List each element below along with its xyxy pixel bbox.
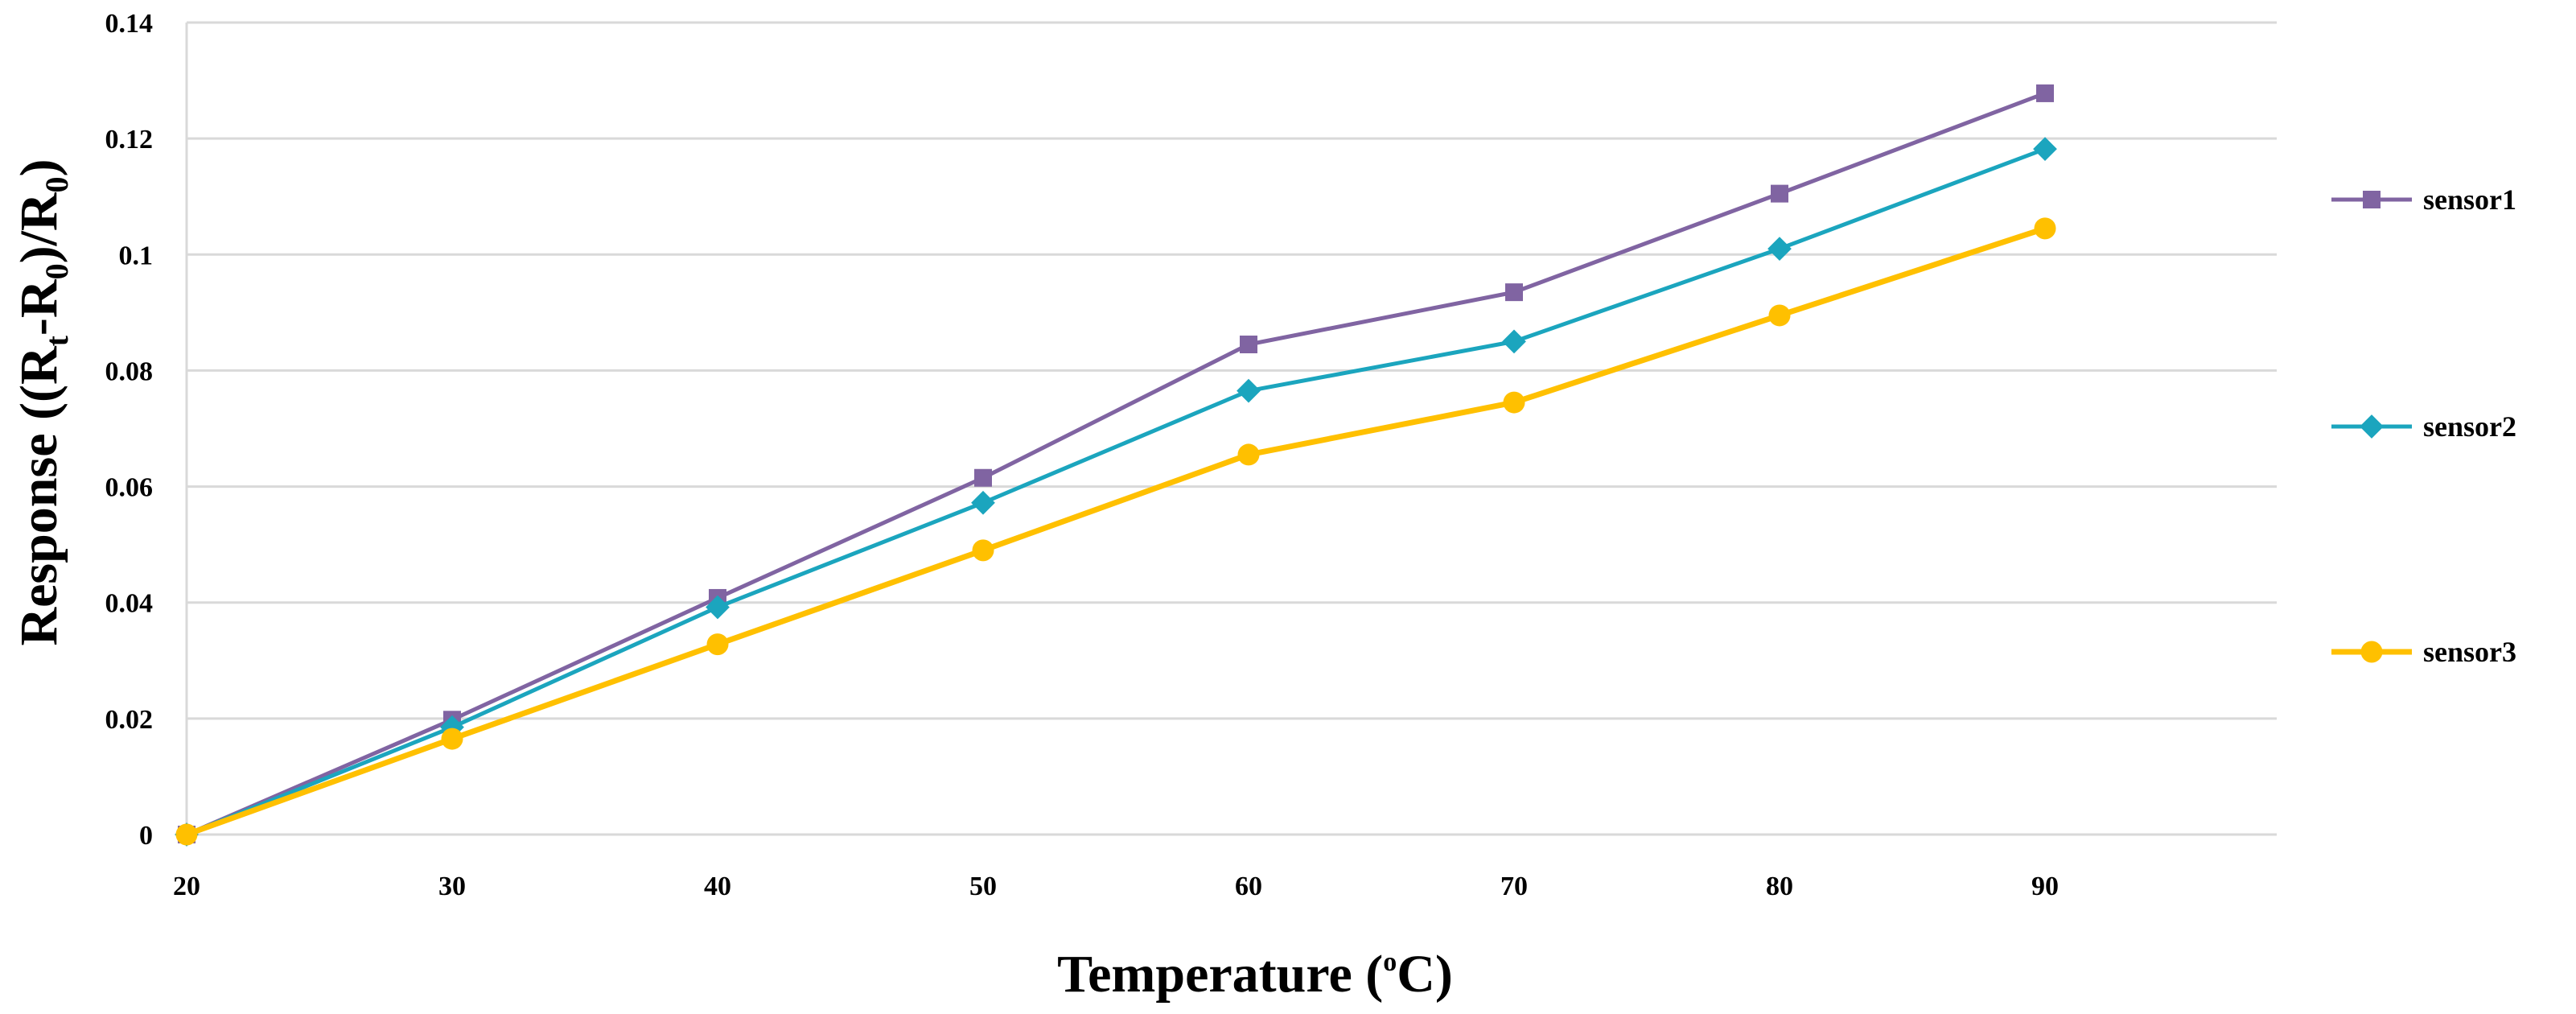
- x-tick-label: 30: [438, 872, 466, 901]
- sensor1-point: [974, 468, 992, 487]
- sensor2-point: [1502, 329, 1526, 354]
- y-axis-title: Response ((Rt-R0)/R0): [10, 159, 75, 645]
- legend-label: sensor1: [2423, 183, 2516, 216]
- sensor2-point: [1767, 237, 1792, 261]
- y-tick-label: 0.08: [105, 357, 154, 386]
- x-tick-labels: 20 30 40 50 60 70 80 90: [173, 872, 2059, 901]
- x-tick-label: 40: [704, 872, 731, 901]
- legend-item-sensor2: sensor2: [2331, 410, 2516, 443]
- sensor1-point: [1240, 335, 1257, 353]
- x-tick-label: 80: [1766, 872, 1793, 901]
- sensor3-point: [2034, 217, 2056, 240]
- legend: sensor1 sensor2 sensor3: [2331, 183, 2516, 668]
- legend-label: sensor2: [2423, 410, 2516, 443]
- legend-item-sensor3: sensor3: [2331, 636, 2516, 668]
- sensor2-point: [2033, 137, 2057, 161]
- sensor1-point: [2036, 84, 2054, 102]
- y-tick-label: 0.04: [105, 589, 154, 619]
- legend-marker: [2360, 641, 2383, 663]
- x-tick-label: 20: [173, 872, 200, 901]
- x-axis-title: Temperature (oC): [1057, 945, 1453, 1004]
- y-tick-label: 0.14: [105, 9, 154, 39]
- sensor3-point: [1768, 304, 1791, 327]
- sensor1-point: [1771, 184, 1788, 203]
- y-tick-labels: 0 0.02 0.04 0.06 0.08 0.1 0.12 0.14: [105, 9, 154, 851]
- sensor1-line: [186, 91, 2046, 837]
- y-tick-label: 0.1: [119, 241, 154, 270]
- legend-label: sensor3: [2423, 636, 2516, 668]
- legend-marker: [2360, 414, 2384, 439]
- sensor3-point: [1503, 391, 1525, 414]
- sensor3-point: [441, 728, 463, 750]
- y-tick-label: 0: [139, 821, 153, 851]
- sensor1-point: [1505, 283, 1523, 302]
- sensor2-point: [706, 595, 730, 620]
- x-tick-label: 60: [1235, 872, 1262, 901]
- series-lines: [175, 84, 2057, 847]
- sensor3-point: [175, 823, 198, 846]
- sensor2-line: [186, 146, 2046, 837]
- series-sensor3: [175, 217, 2056, 846]
- y-tick-label: 0.02: [105, 705, 154, 735]
- x-tick-label: 90: [2031, 872, 2059, 901]
- sensor2-point: [971, 490, 995, 515]
- sensor3-point: [972, 539, 994, 562]
- y-tick-label: 0.06: [105, 473, 154, 503]
- legend-marker: [2363, 191, 2381, 208]
- y-tick-label: 0.12: [105, 125, 154, 155]
- sensor2-point: [1237, 378, 1261, 403]
- gridlines: [187, 21, 2277, 720]
- sensor3-point: [1237, 443, 1260, 466]
- sensor3-point: [706, 633, 729, 656]
- legend-item-sensor1: sensor1: [2331, 183, 2516, 216]
- x-tick-label: 70: [1500, 872, 1528, 901]
- x-tick-label: 50: [969, 872, 997, 901]
- sensor3-line: [185, 225, 2047, 838]
